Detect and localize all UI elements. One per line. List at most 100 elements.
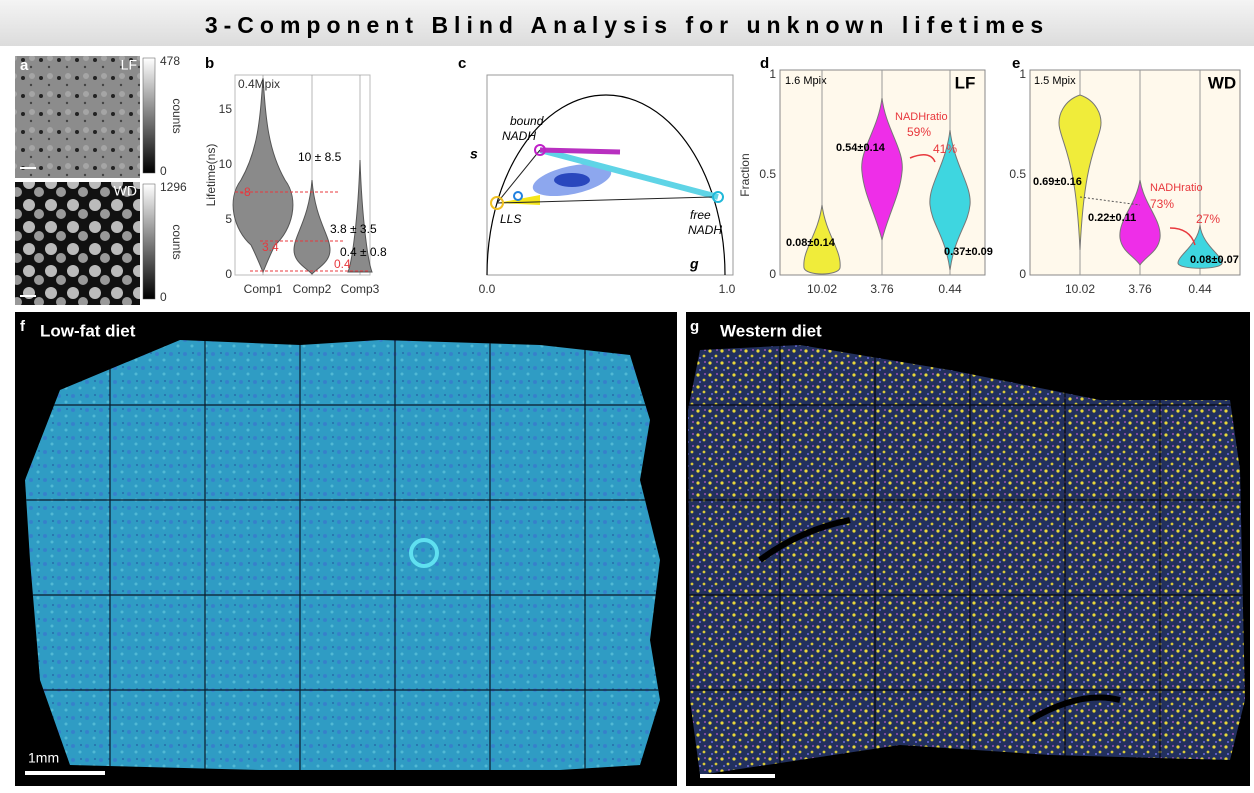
- median-label: 0.4: [334, 257, 351, 271]
- y-tick-label: 0: [769, 267, 776, 281]
- ratio-value: 41%: [933, 142, 957, 156]
- colorbar-max: 478: [160, 54, 180, 68]
- component-marker: [712, 191, 724, 203]
- value-label: 0.22±0.11: [1088, 212, 1136, 224]
- title-band: [0, 0, 1254, 46]
- annotation: 0.4 ± 0.8: [340, 245, 387, 259]
- colorbar-label: counts: [170, 224, 184, 259]
- pixel-count: 0.4Mpix: [238, 77, 280, 91]
- colorbar: [142, 183, 156, 300]
- violin: [1177, 224, 1223, 269]
- y-tick-label: 0: [1019, 267, 1026, 281]
- panel-b: b 0.4Mpix 0 5 10 15 Lifetime(ns) Comp1 C…: [204, 55, 387, 296]
- universal-semicircle: [486, 94, 726, 276]
- triangle-edge: [496, 196, 713, 204]
- value-label: 0.69±0.16: [1033, 176, 1082, 188]
- y-tick-label: 1: [769, 67, 776, 81]
- value-label: 0.37±0.09: [944, 246, 993, 258]
- x-tick-label: 0.44: [1188, 282, 1212, 296]
- violin: [861, 97, 903, 241]
- tissue: [25, 340, 660, 770]
- colorbar-min: 0: [160, 290, 167, 304]
- panel-c: c bound NADH LLS free NADH s g 0.0 1.0: [458, 55, 736, 296]
- x-axis-label: g: [689, 256, 699, 272]
- x-tick-label: 10.02: [1065, 282, 1095, 296]
- violin: [347, 159, 373, 273]
- median-label: -8: [240, 185, 251, 199]
- tile-grid: [688, 345, 1245, 775]
- image-tag: LF: [121, 57, 137, 73]
- x-tick-label: 0.0: [479, 282, 496, 296]
- panel-label: c: [458, 55, 466, 72]
- panel-title: Western diet: [720, 321, 822, 340]
- violin: [803, 204, 841, 275]
- y-axis-label: s: [470, 146, 478, 162]
- annotation: free: [690, 208, 711, 222]
- ratio-value: 59%: [907, 125, 931, 139]
- panel-d: d LF 1.6 Mpix 0 0.5 1 Fraction 10.02 3.7…: [738, 55, 993, 296]
- y-tick-label: 0.5: [759, 167, 776, 181]
- median-label: 3.4: [262, 240, 279, 254]
- colorbar-min: 0: [160, 164, 167, 178]
- phasor-core: [554, 173, 590, 187]
- violin: [1119, 179, 1161, 266]
- ratio-value: 73%: [1150, 197, 1174, 211]
- colorbar-label: counts: [170, 98, 184, 133]
- panel-g: Western diet g: [686, 312, 1250, 786]
- value-label: 0.08±0.14: [786, 237, 836, 249]
- violin: [1058, 94, 1102, 251]
- panel-label: a: [20, 57, 29, 74]
- axes-frame: [234, 74, 371, 276]
- annotation: NADH: [688, 223, 722, 237]
- vessel: [758, 517, 1121, 723]
- tissue: [688, 345, 1245, 775]
- x-tick-label: 3.76: [1128, 282, 1152, 296]
- ratio-label: NADHratio: [1150, 182, 1203, 194]
- image-tag: WD: [114, 183, 137, 199]
- panel-tag: LF: [955, 73, 976, 92]
- ratio-arrow: [1169, 227, 1196, 246]
- component-marker: [534, 144, 546, 156]
- component-marker: [513, 191, 523, 201]
- panel-label: d: [760, 55, 769, 72]
- y-tick-label: 15: [219, 102, 233, 116]
- panel-f: Low-fat diet f 1mm: [15, 312, 677, 786]
- annotation: LLS: [500, 212, 521, 226]
- violin: [293, 179, 331, 275]
- value-label: 0.54±0.14: [836, 142, 886, 154]
- figure-title: 3-Component Blind Analysis for unknown l…: [205, 12, 1049, 38]
- x-tick-label: Comp3: [341, 282, 380, 296]
- panel-label: f: [20, 318, 26, 335]
- y-tick-label: 5: [225, 212, 232, 226]
- annotation: 3.8 ± 3.5: [330, 222, 377, 236]
- panel-label: b: [205, 55, 214, 72]
- scale-bar-label: 1mm: [28, 750, 59, 766]
- pixel-count: 1.6 Mpix: [785, 75, 827, 87]
- ratio-value: 27%: [1196, 212, 1220, 226]
- x-tick-label: Comp1: [244, 282, 283, 296]
- tile-grid: [25, 340, 660, 770]
- annotation: 10 ± 8.5: [298, 150, 342, 164]
- image-lf: [15, 56, 140, 178]
- panel-label: g: [690, 318, 699, 335]
- value-label: 0.08±0.07: [1190, 254, 1239, 266]
- y-tick-label: 0: [225, 267, 232, 281]
- panel-tag: WD: [1208, 73, 1236, 92]
- x-tick-label: 1.0: [719, 282, 736, 296]
- ratio-label: NADHratio: [895, 111, 948, 123]
- axes-frame: [486, 74, 734, 276]
- colorbar-max: 1296: [160, 180, 187, 194]
- y-axis-label: Lifetime(ns): [204, 144, 218, 207]
- panel-e: e WD 1.5 Mpix 0 0.5 1 10.02 3.76 0.44 0.…: [1009, 55, 1241, 296]
- x-tick-label: 3.76: [870, 282, 894, 296]
- component-marker: [490, 196, 504, 210]
- violin: [929, 129, 971, 271]
- x-tick-label: 10.02: [807, 282, 837, 296]
- y-tick-label: 10: [219, 157, 233, 171]
- y-tick-label: 1: [1019, 67, 1026, 81]
- ring-artifact: [409, 538, 439, 568]
- image-wd: [15, 182, 140, 305]
- triangle-edge: [496, 149, 541, 204]
- ratio-arrow: [909, 154, 936, 163]
